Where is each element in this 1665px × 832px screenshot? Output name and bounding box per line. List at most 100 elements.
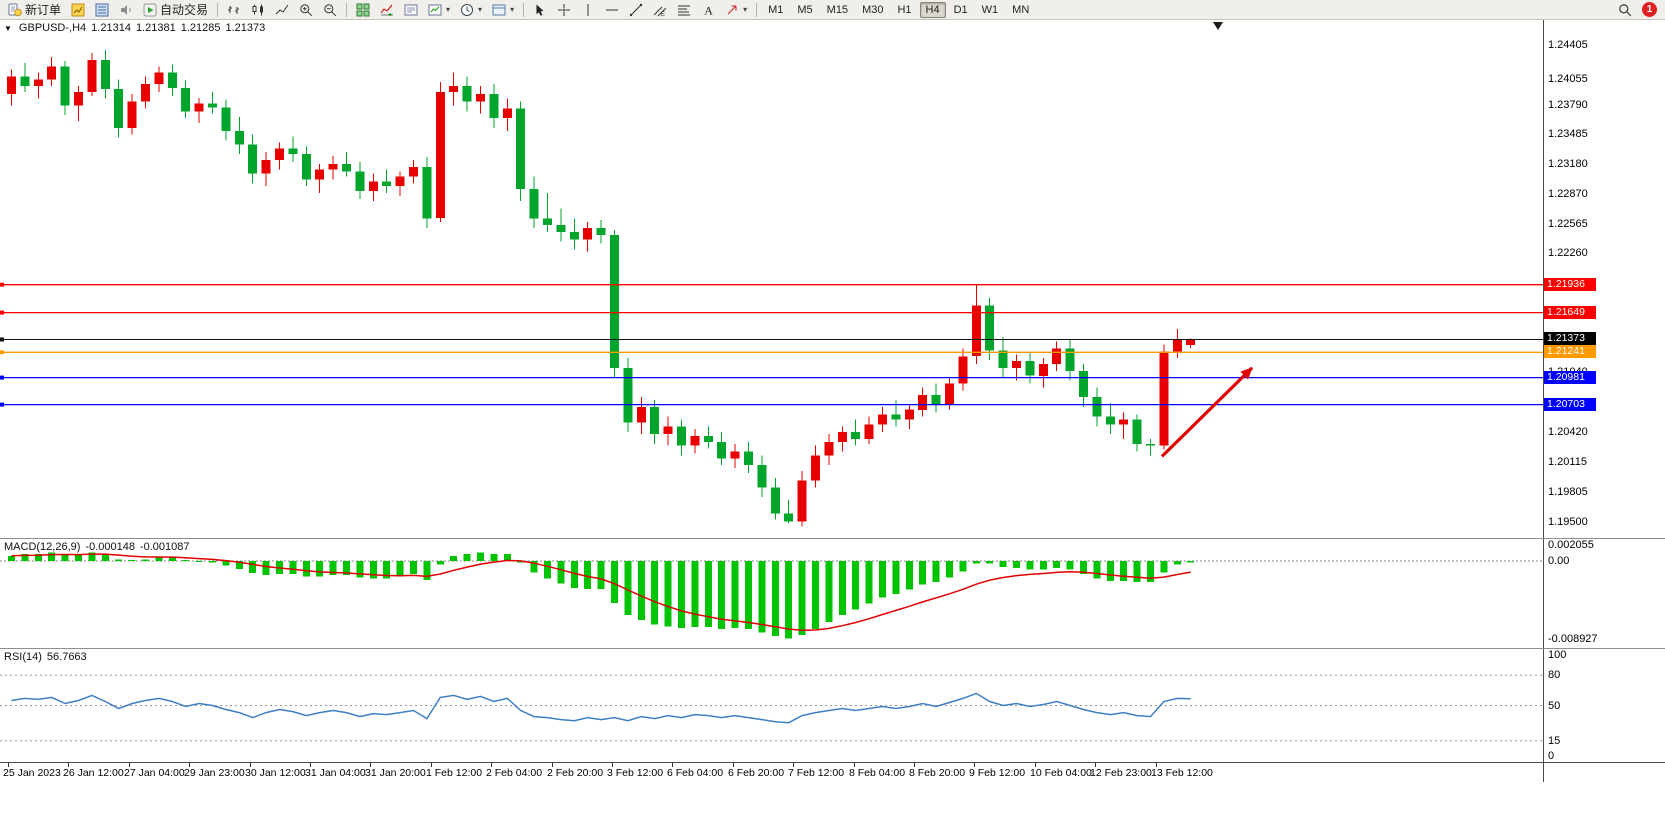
- price-line-badge: 1.20981: [1544, 371, 1596, 384]
- period-button[interactable]: ▾: [455, 1, 487, 19]
- cursor-icon: [533, 3, 547, 17]
- trendline-button[interactable]: [624, 1, 648, 19]
- time-label: 27 Jan 04:00: [124, 767, 185, 779]
- time-tick: [552, 763, 553, 767]
- timeframe-h1-button[interactable]: H1: [897, 3, 912, 16]
- tile-windows-icon: [356, 3, 370, 17]
- time-tick: [8, 763, 9, 767]
- time-label: 26 Jan 12:00: [63, 767, 124, 779]
- cursor-button[interactable]: [528, 1, 552, 19]
- price-tick: 1.23180: [1548, 158, 1588, 170]
- time-label: 25 Jan 2023: [3, 767, 61, 779]
- price-line-badge: 1.21649: [1544, 306, 1596, 319]
- time-tick: [1156, 763, 1157, 767]
- timeframe-m15-button[interactable]: M15: [826, 3, 849, 16]
- ohlc-low: 1.21285: [180, 22, 221, 34]
- autotrading-button-label: 自动交易: [160, 3, 209, 17]
- macd-tick: 0.00: [1548, 555, 1570, 567]
- price-line-badge: 1.21241: [1544, 345, 1596, 358]
- svg-text:A: A: [704, 3, 713, 17]
- time-tick: [431, 763, 432, 767]
- toolbar-separator: [346, 2, 348, 17]
- zoom-out-button[interactable]: [318, 1, 342, 19]
- line-chart-button[interactable]: [270, 1, 294, 19]
- price-tick: 1.19805: [1548, 486, 1588, 498]
- indicators-button[interactable]: [375, 1, 399, 19]
- time-tick: [250, 763, 251, 767]
- zoom-out-icon: [323, 3, 337, 17]
- macd-tick: 0.002055: [1548, 539, 1594, 551]
- time-label: 2 Feb 20:00: [547, 767, 604, 779]
- arrows-button[interactable]: ▾: [720, 1, 752, 19]
- timeframe-mn-button[interactable]: MN: [1012, 3, 1030, 16]
- price-line-badge: 1.20703: [1544, 398, 1596, 411]
- window-bottom-area: [0, 782, 1665, 832]
- horizontal-line-icon: [605, 3, 619, 17]
- time-label: 8 Feb 04:00: [849, 767, 906, 779]
- price-tick: 1.23790: [1548, 99, 1588, 111]
- template-icon: [492, 3, 506, 17]
- rsi-line: [11, 692, 1191, 724]
- horizontal-level-lines[interactable]: [0, 282, 1543, 407]
- price-tick: 1.22870: [1548, 188, 1588, 200]
- market-watch-button[interactable]: [66, 1, 90, 19]
- rsi-tick: 80: [1548, 669, 1561, 681]
- chart-symbol-header: ▼ GBPUSD-,H4 1.21314 1.21381 1.21285 1.2…: [4, 22, 265, 34]
- fibonacci-button[interactable]: [672, 1, 696, 19]
- horizontal-line-button[interactable]: [600, 1, 624, 19]
- timeframe-m1-button[interactable]: M1: [768, 3, 784, 16]
- timeframe-h4-button[interactable]: H4: [919, 1, 946, 18]
- text-button[interactable]: A: [696, 1, 720, 19]
- bar-chart-button[interactable]: [222, 1, 246, 19]
- rsi-tick: 50: [1548, 700, 1561, 712]
- timeframe-w1-button[interactable]: W1: [981, 3, 999, 16]
- price-tick: 1.20115: [1548, 456, 1587, 468]
- time-tick: [914, 763, 915, 767]
- rsi-indicator-panel[interactable]: RSI(14) 56.7663 100 80 50 15 0: [0, 649, 1665, 762]
- macd-indicator-panel[interactable]: MACD(12,26,9) -0.000148 -0.001087 0.0020…: [0, 539, 1665, 649]
- time-tick: [129, 763, 130, 767]
- trend-arrow-annotation[interactable]: [1160, 366, 1254, 458]
- dropdown-caret-icon: ▾: [743, 5, 748, 14]
- time-label: 10 Feb 04:00: [1030, 767, 1092, 779]
- alerts-button[interactable]: [114, 1, 138, 19]
- autotrading-button[interactable]: 自动交易: [138, 1, 213, 19]
- dropdown-caret-icon: ▾: [446, 5, 451, 14]
- time-tick: [68, 763, 69, 767]
- channel-icon: E: [653, 3, 667, 17]
- price-line-badge: 1.21373: [1544, 332, 1596, 345]
- time-axis[interactable]: 25 Jan 2023 26 Jan 12:00 27 Jan 04:00 29 Ja…: [0, 762, 1665, 782]
- zoom-in-button[interactable]: [294, 1, 318, 19]
- new-chart-button[interactable]: ▾: [423, 1, 455, 19]
- indicators-icon: [380, 3, 394, 17]
- notification-badge[interactable]: 1: [1642, 2, 1657, 17]
- rsi-tick: 15: [1548, 735, 1561, 747]
- time-tick: [189, 763, 190, 767]
- timeframe-m30-button[interactable]: M30: [862, 3, 884, 16]
- new-order-icon: [8, 3, 22, 17]
- macd-chart[interactable]: [0, 539, 1543, 649]
- candlestick-chart-button[interactable]: [246, 1, 270, 19]
- crosshair-button[interactable]: [552, 1, 576, 19]
- price-chart-panel[interactable]: ▼ GBPUSD-,H4 1.21314 1.21381 1.21285 1.2…: [0, 20, 1665, 539]
- search-button[interactable]: [1613, 1, 1637, 19]
- data-window-button[interactable]: [90, 1, 114, 19]
- dropdown-caret-icon: ▾: [510, 5, 515, 14]
- templates-button[interactable]: ▾: [487, 1, 519, 19]
- candlestick-chart[interactable]: [0, 20, 1543, 539]
- channel-button[interactable]: E: [648, 1, 672, 19]
- time-label: 2 Feb 04:00: [486, 767, 543, 779]
- new-order-button[interactable]: 新订单: [3, 1, 66, 19]
- vertical-line-button[interactable]: [576, 1, 600, 19]
- timeframe-m5-button[interactable]: M5: [797, 3, 813, 16]
- rsi-chart[interactable]: [0, 649, 1543, 762]
- tile-windows-button[interactable]: [351, 1, 375, 19]
- price-scale[interactable]: 1.24405 1.24055 1.23790 1.23485 1.23180 1.228…: [1543, 20, 1665, 538]
- one-click-trading-toggle[interactable]: ▼: [4, 23, 12, 33]
- trendline-icon: [629, 3, 643, 17]
- time-tick: [370, 763, 371, 767]
- objects-list-button[interactable]: [399, 1, 423, 19]
- rsi-label: RSI(14) 56.7663: [4, 651, 87, 663]
- timeframe-d1-button[interactable]: D1: [953, 3, 968, 16]
- time-label: 6 Feb 04:00: [667, 767, 724, 779]
